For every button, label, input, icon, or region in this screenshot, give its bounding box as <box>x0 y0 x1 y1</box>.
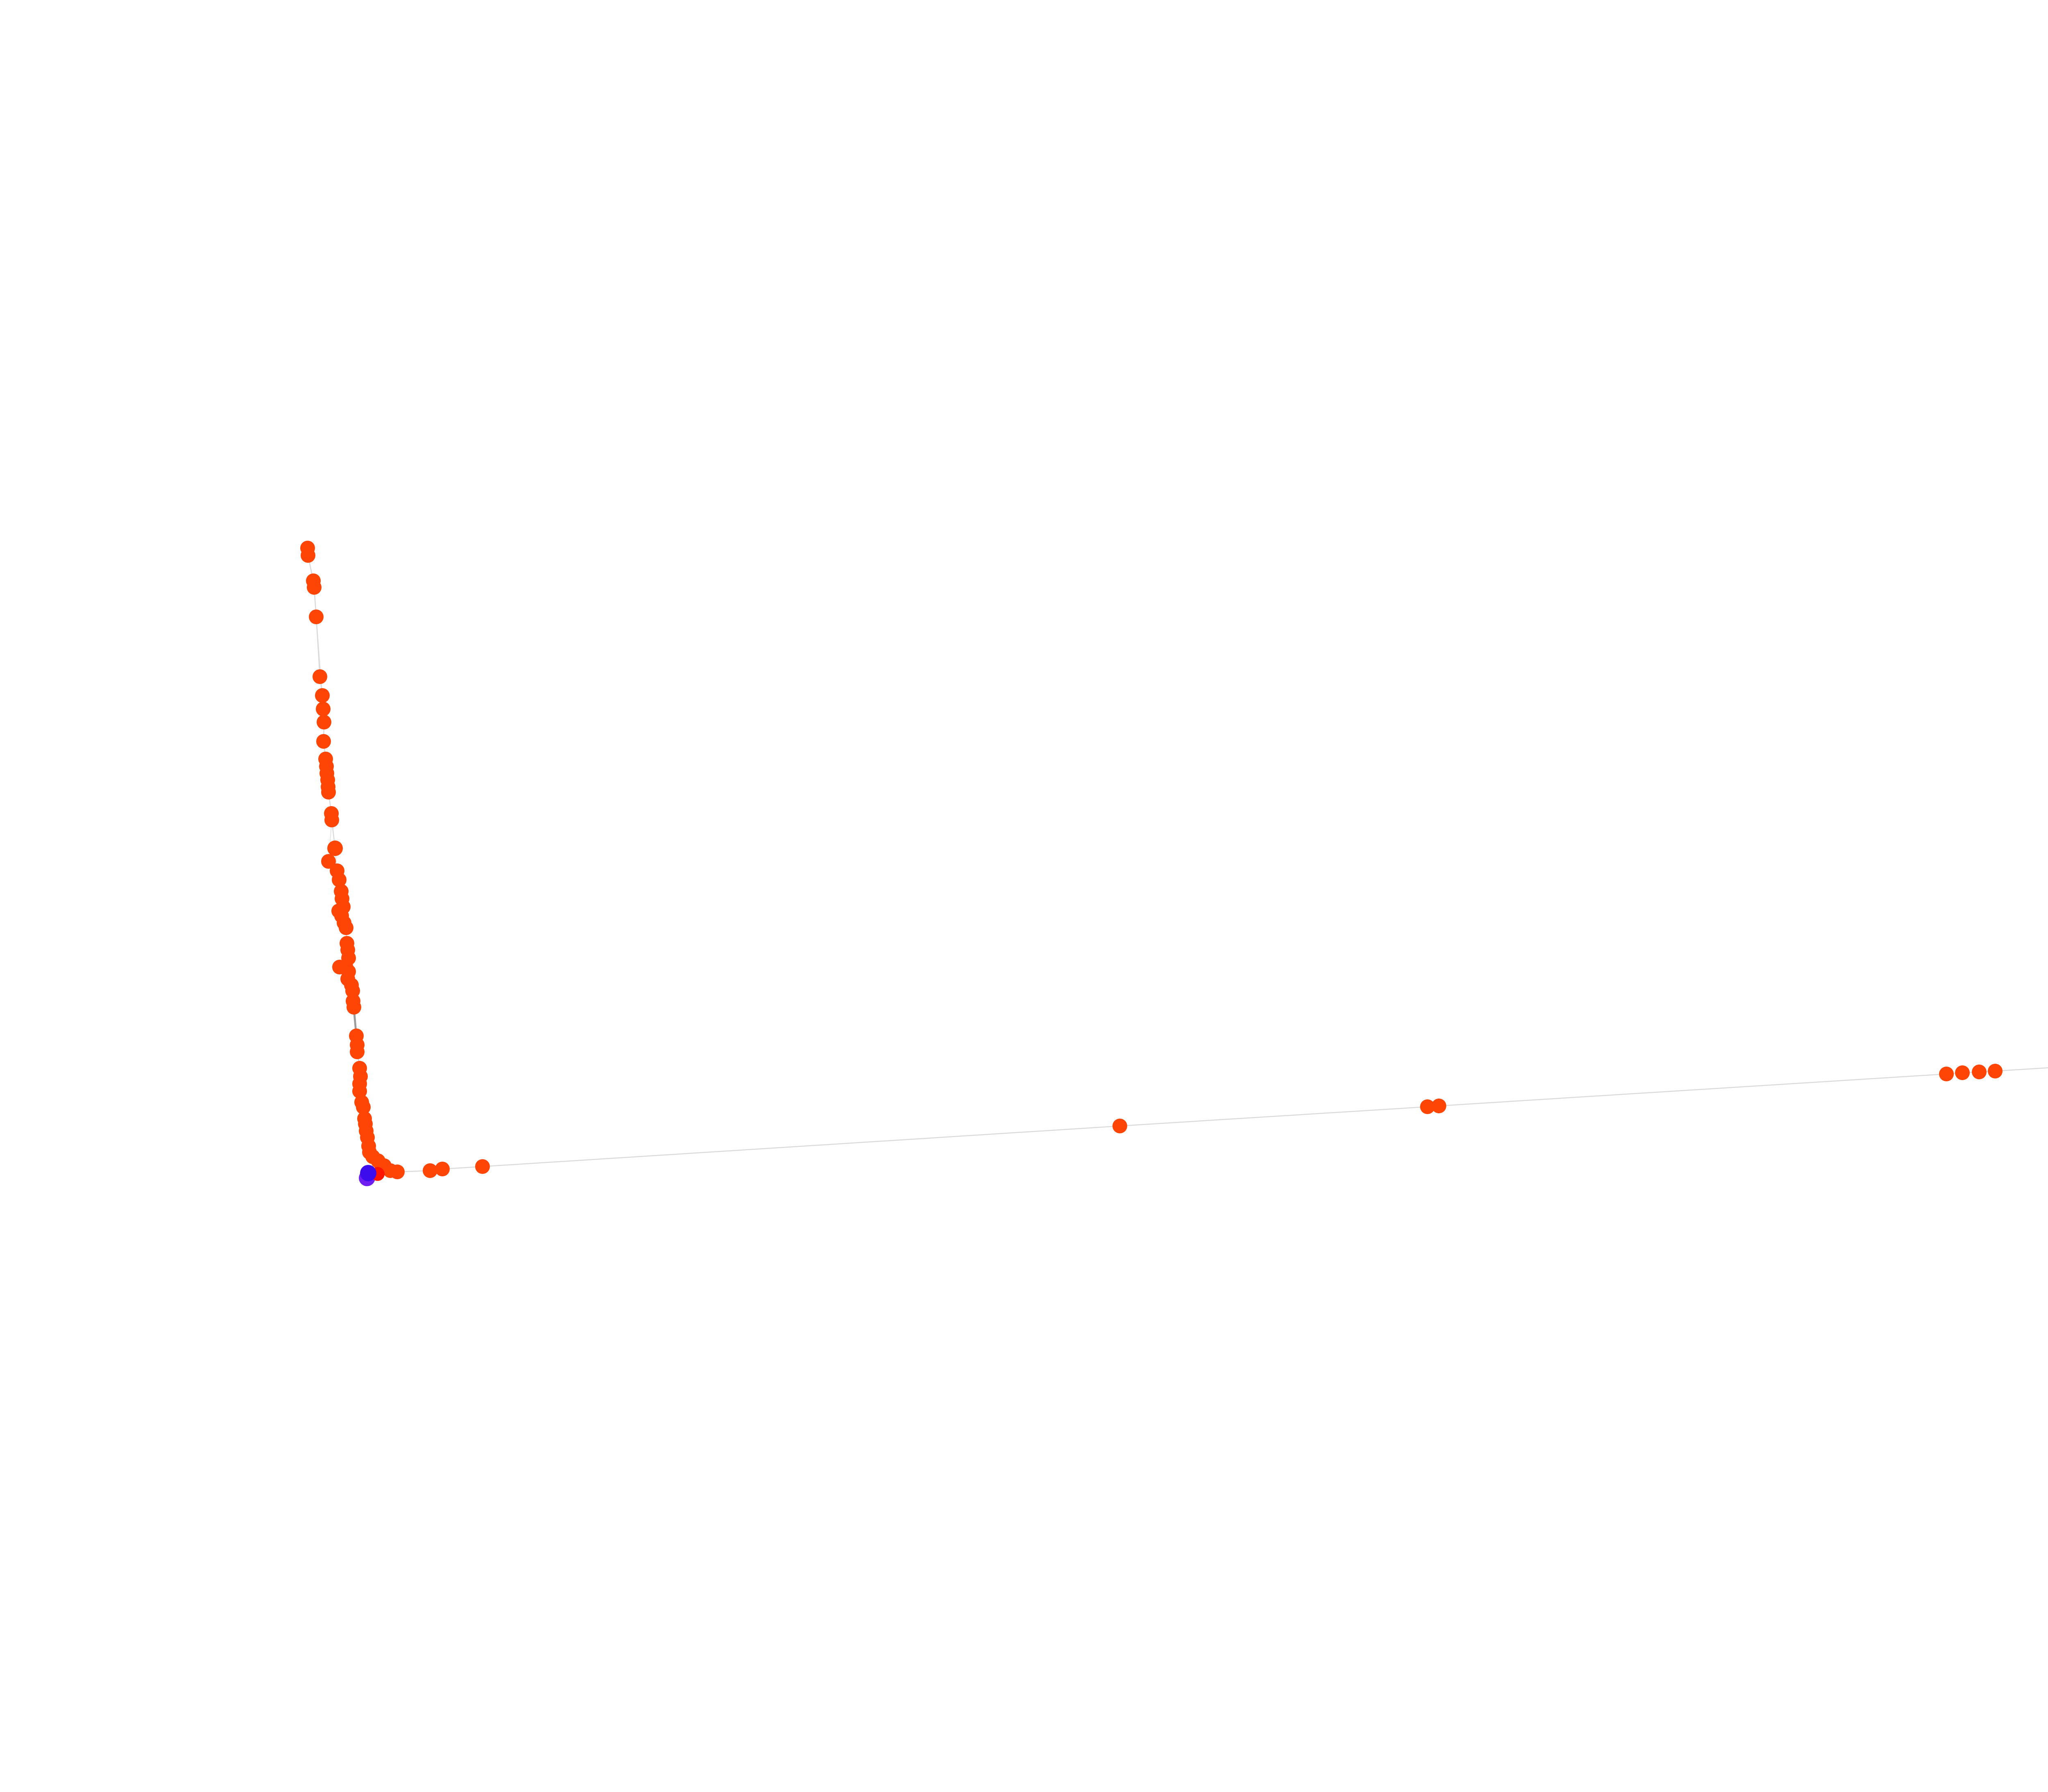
graph-node-orange[interactable] <box>316 702 331 716</box>
graph-node-orange[interactable] <box>313 669 327 684</box>
graph-node-orange[interactable] <box>1955 1065 1970 1080</box>
graph-node-orange[interactable] <box>317 715 331 729</box>
graph-node-orange[interactable] <box>316 734 331 749</box>
graph-node-orange[interactable] <box>321 785 336 800</box>
graph-node-orange[interactable] <box>1432 1099 1446 1113</box>
graph-node-orange[interactable] <box>352 1084 367 1099</box>
graph-edge <box>482 1125 1121 1167</box>
graph-node-orange[interactable] <box>321 854 336 869</box>
graph-node-orange[interactable] <box>307 580 322 595</box>
graph-node-orange[interactable] <box>327 840 343 856</box>
graph-node-orange[interactable] <box>475 1159 490 1174</box>
graph-node-orange[interactable] <box>390 1164 405 1179</box>
edge-layer <box>307 547 2048 1173</box>
graph-node-orange[interactable] <box>435 1162 450 1176</box>
graph-node-orange[interactable] <box>1112 1119 1127 1133</box>
graph-node-orange[interactable] <box>356 1100 371 1115</box>
graph-edge <box>1119 1106 1428 1127</box>
graph-node-orange[interactable] <box>1420 1099 1435 1114</box>
graph-node-orange[interactable] <box>1988 1064 2003 1078</box>
graph-node-orange[interactable] <box>324 813 339 827</box>
graph-node-orange[interactable] <box>350 1044 365 1059</box>
graph-edge <box>1994 1067 2048 1072</box>
graph-node-orange[interactable] <box>347 1000 361 1015</box>
graph-node-orange[interactable] <box>423 1163 437 1178</box>
graph-edge <box>1438 1073 1947 1107</box>
node-layer <box>300 541 2003 1186</box>
graph-node-orange[interactable] <box>309 609 324 624</box>
graph-node-orange[interactable] <box>1939 1067 1954 1081</box>
graph-node-orange[interactable] <box>332 872 347 887</box>
graph-node-orange[interactable] <box>339 920 353 935</box>
graph-node-orange[interactable] <box>315 688 330 703</box>
graph-node-orange[interactable] <box>301 548 315 563</box>
graph-edge <box>315 616 321 677</box>
graph-node-blue[interactable] <box>360 1165 376 1181</box>
graph-node-orange[interactable] <box>1972 1065 1987 1079</box>
